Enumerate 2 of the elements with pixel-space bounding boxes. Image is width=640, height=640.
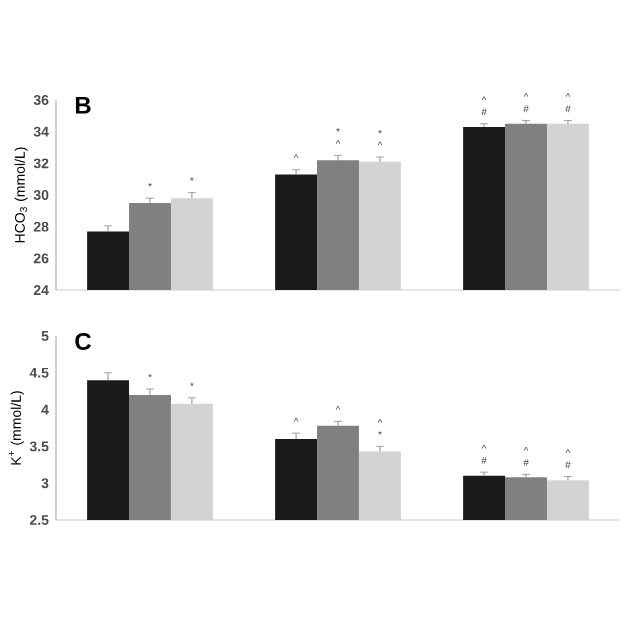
chart-title: B	[75, 96, 91, 114]
chart-title: C	[75, 332, 92, 350]
